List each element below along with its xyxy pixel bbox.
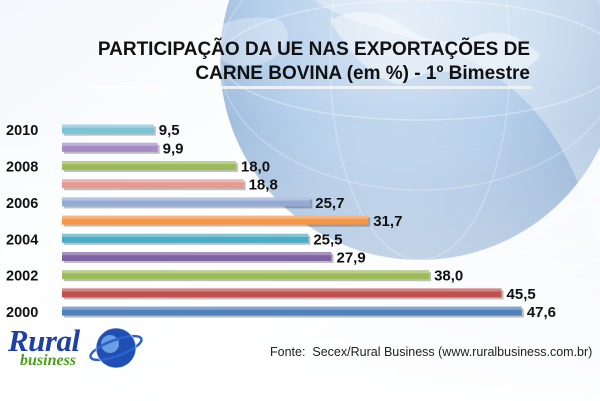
tick-label-2006: 2006 bbox=[6, 196, 38, 212]
bar-rect bbox=[62, 124, 154, 134]
bar-rect bbox=[62, 252, 332, 261]
bar-2003 bbox=[62, 252, 334, 263]
bar-rect bbox=[62, 288, 502, 298]
value-label-2009: 9,9 bbox=[163, 140, 184, 157]
bar-rect bbox=[62, 215, 369, 225]
value-label-2000: 47,6 bbox=[527, 304, 556, 321]
bar-2005 bbox=[62, 215, 371, 227]
bar-highlight bbox=[62, 179, 244, 183]
value-label-2010: 9,5 bbox=[159, 122, 180, 139]
chart-title-line-2: CARNE BOVINA (em %) - 1º Bimestre bbox=[195, 63, 530, 84]
globe-icon bbox=[89, 327, 143, 369]
value-label-2006: 25,7 bbox=[315, 195, 344, 212]
value-label-2005: 31,7 bbox=[373, 213, 402, 230]
bar-highlight bbox=[62, 288, 502, 292]
bar-highlight bbox=[62, 124, 154, 128]
value-label-2001: 45,5 bbox=[507, 286, 536, 303]
bar-rect bbox=[62, 233, 309, 243]
logo-subtitle: business bbox=[20, 352, 77, 369]
bar-2002 bbox=[62, 270, 432, 282]
bar-rect bbox=[62, 161, 236, 170]
tick-label-2010: 2010 bbox=[6, 123, 38, 139]
bar-rect bbox=[62, 306, 522, 316]
tick-label-2008: 2008 bbox=[6, 160, 38, 176]
chart-title-line-1: PARTICIPAÇÃO DA UE NAS EXPORTAÇÕES DE bbox=[97, 39, 530, 60]
bar-2000 bbox=[62, 306, 524, 318]
bar-2006 bbox=[62, 197, 313, 209]
bar-highlight bbox=[62, 197, 311, 201]
bar-highlight bbox=[62, 161, 236, 165]
bar-highlight bbox=[62, 215, 369, 219]
bar-highlight bbox=[62, 142, 158, 146]
bar-2007 bbox=[62, 179, 246, 191]
source-note: Fonte: Secex/Rural Business (www.ruralbu… bbox=[270, 345, 593, 359]
bar-rect bbox=[62, 270, 430, 280]
tick-label-2002: 2002 bbox=[6, 269, 38, 285]
bar-2008 bbox=[62, 161, 238, 172]
value-label-2007: 18,8 bbox=[249, 177, 278, 194]
bar-2009 bbox=[62, 142, 160, 154]
bar-highlight bbox=[62, 233, 309, 237]
tick-label-2000: 2000 bbox=[6, 305, 38, 321]
value-label-2004: 25,5 bbox=[313, 231, 342, 248]
value-label-2003: 27,9 bbox=[337, 250, 366, 267]
bar-2010 bbox=[62, 124, 156, 136]
value-label-2008: 18,0 bbox=[241, 159, 270, 176]
bar-rect bbox=[62, 142, 158, 152]
bar-2004 bbox=[62, 233, 311, 245]
bar-highlight bbox=[62, 252, 332, 256]
bar-highlight bbox=[62, 270, 430, 274]
logo-wordmark: Rural bbox=[8, 323, 80, 358]
bar-rect bbox=[62, 179, 244, 189]
title-divider bbox=[92, 86, 532, 89]
value-label-2002: 38,0 bbox=[434, 268, 463, 285]
tick-label-2004: 2004 bbox=[6, 232, 38, 248]
bar-rect bbox=[62, 197, 311, 207]
bar-2001 bbox=[62, 288, 504, 300]
bar-highlight bbox=[62, 306, 522, 310]
rural-business-logo bbox=[89, 327, 143, 369]
